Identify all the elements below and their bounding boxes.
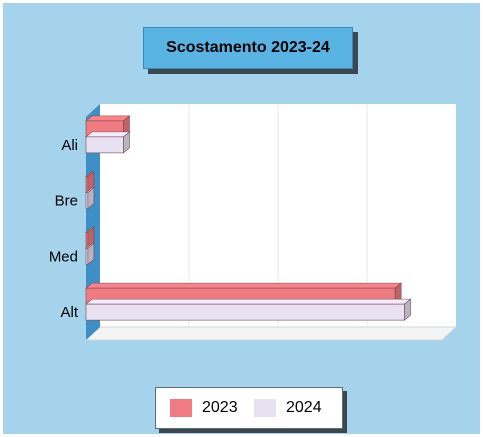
category-label: Alt xyxy=(60,304,78,321)
bar-2024-Ali xyxy=(85,136,124,154)
plot-floor xyxy=(84,326,458,341)
category-label: Med xyxy=(49,248,78,265)
legend-swatch-2023 xyxy=(170,399,192,417)
legend-label-2024: 2024 xyxy=(286,399,322,416)
bar-2024-Ali-top xyxy=(85,131,131,138)
legend: 2023 2024 xyxy=(155,387,343,429)
bar-2024-Alt-side xyxy=(404,298,411,321)
bar-2023-Ali-top xyxy=(85,115,131,122)
legend-swatch-2024 xyxy=(254,399,276,417)
bar-2024-Bre-side xyxy=(87,186,95,210)
bar-2024-Ali-side xyxy=(123,131,130,154)
bar-2024-Alt xyxy=(85,303,405,321)
chart-title: Scostamento 2023-24 xyxy=(166,39,330,56)
legend-item-2024: 2024 xyxy=(254,399,322,417)
legend-label-2023: 2023 xyxy=(202,399,238,416)
category-label: Ali xyxy=(61,137,78,154)
bar-2023-Alt-top xyxy=(85,282,402,289)
bar-2024-Alt-top xyxy=(85,298,412,305)
bar-2024-Med-side xyxy=(87,242,95,266)
plot-side-wall xyxy=(86,104,100,340)
category-label: Bre xyxy=(55,193,78,210)
chart-title-box: Scostamento 2023-24 xyxy=(143,27,353,69)
legend-item-2023: 2023 xyxy=(170,399,238,417)
